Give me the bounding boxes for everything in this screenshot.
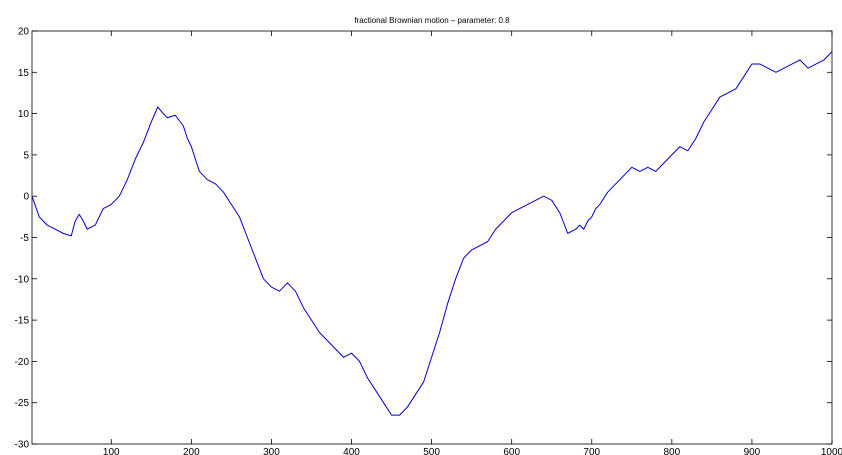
- x-tick-label: 1000: [821, 447, 842, 455]
- x-tick-label: 900: [744, 447, 761, 455]
- x-tick-label: 500: [423, 447, 440, 455]
- x-tick-label: 600: [503, 447, 520, 455]
- chart-title: fractional Brownian motion – parameter: …: [354, 16, 510, 25]
- x-tick-label: 400: [343, 447, 360, 455]
- x-tick-label: 100: [103, 447, 120, 455]
- series-layer: [31, 51, 833, 416]
- y-tick-label: -30: [15, 440, 30, 451]
- y-tick-label: 20: [18, 27, 30, 38]
- y-tick-label: -10: [15, 274, 30, 285]
- x-tick-label: 200: [183, 447, 200, 455]
- y-tick-label: 10: [18, 109, 30, 120]
- y-tick-label: -15: [15, 316, 30, 327]
- y-tick-label: -20: [15, 357, 30, 368]
- y-tick-label: -5: [20, 233, 29, 244]
- y-tick-label: 5: [23, 150, 29, 161]
- x-tick-label: 700: [583, 447, 600, 455]
- series-line: [31, 51, 833, 416]
- y-tick-label: 0: [23, 192, 29, 203]
- y-axis: -30 -25 -20 -15 -10 -5 0 5 10 15 20: [15, 27, 832, 451]
- x-axis: 100 200 300 400 500 600 700 800 900 1000: [103, 31, 842, 455]
- y-tick-label: 15: [18, 68, 30, 79]
- plot-area: [31, 30, 833, 445]
- x-tick-label: 300: [263, 447, 280, 455]
- y-tick-label: -25: [15, 398, 30, 409]
- x-tick-label: 800: [663, 447, 680, 455]
